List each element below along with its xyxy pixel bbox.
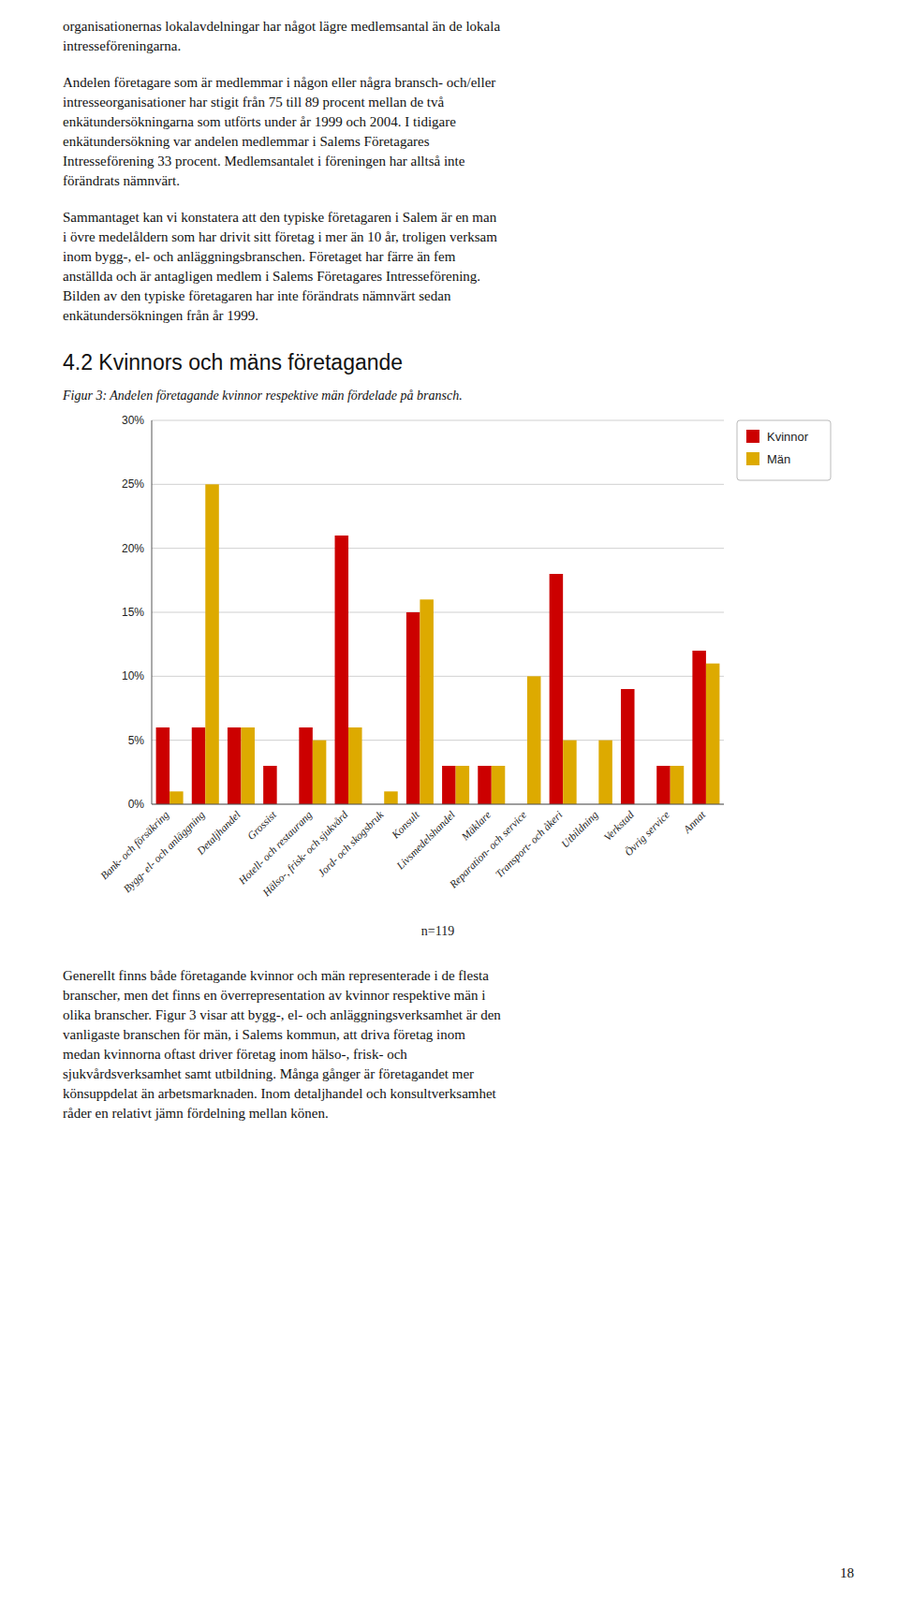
bar xyxy=(406,612,421,805)
paragraph: Sammantaget kan vi konstatera att den ty… xyxy=(62,207,837,326)
legend-frame xyxy=(736,420,831,481)
bar xyxy=(156,727,171,805)
legend-label: Kvinnor xyxy=(766,429,810,444)
paragraph: Generellt finns både företagande kvinnor… xyxy=(62,966,837,1124)
x-tick-label: Livsmedelshandel xyxy=(394,809,457,872)
y-tick-label: 15% xyxy=(121,605,145,619)
bar xyxy=(298,727,313,805)
text-after: Generellt finns både företagande kvinnor… xyxy=(62,966,837,1124)
bar xyxy=(240,727,255,805)
legend-label: Män xyxy=(766,452,791,467)
grid-line xyxy=(151,547,724,549)
bar xyxy=(706,663,721,805)
chart-title: Figur 3: Andelen företagande kvinnor res… xyxy=(62,388,837,404)
y-tick-label: 10% xyxy=(121,669,145,683)
bar xyxy=(491,766,506,805)
bar xyxy=(419,599,434,805)
x-label: n=119 xyxy=(421,924,455,939)
x-tick-label: Bank- och försäkring xyxy=(98,809,172,883)
bar xyxy=(263,766,278,805)
legend: Kvinnor Män xyxy=(736,420,831,481)
bar xyxy=(191,727,207,805)
x-tick-label: Mäklare xyxy=(458,809,493,843)
legend-swatch xyxy=(746,429,760,443)
bar xyxy=(656,766,671,805)
bar xyxy=(598,740,613,805)
bar xyxy=(348,727,363,805)
grid-line xyxy=(151,484,724,486)
bars xyxy=(156,484,721,805)
bar xyxy=(692,650,707,805)
bar xyxy=(442,766,457,805)
x-tick-label: Annat xyxy=(680,808,708,836)
bar xyxy=(335,535,350,805)
x-tick-label: Övrig service xyxy=(620,808,673,860)
x-tick-label: Utbildning xyxy=(559,809,602,852)
y-tick-label: 20% xyxy=(121,542,145,556)
legend-swatch xyxy=(746,452,760,466)
x-axis xyxy=(151,804,724,806)
x-tick-label: Transport- och åkeri xyxy=(493,809,566,882)
bar xyxy=(527,676,542,805)
chart: 0% 5% 10% 15% 20% 25% 30% Bank- och försäkringB… xyxy=(62,411,837,950)
bar xyxy=(562,740,577,805)
y-axis xyxy=(151,420,153,805)
bar xyxy=(227,727,242,805)
grid-line xyxy=(151,420,724,422)
bar xyxy=(456,766,471,805)
x-tick-label: Verkstad xyxy=(601,809,636,844)
bar xyxy=(205,484,220,805)
x-tick-label: Bygg- el- och anläggning xyxy=(120,809,207,896)
x-tick-label: Detaljhandel xyxy=(193,809,243,858)
y-tick-label: 0% xyxy=(128,797,146,811)
x-tick-label: Grossist xyxy=(245,808,280,842)
grid-line xyxy=(151,612,724,614)
paragraph: Andelen företagare som är medlemmar i nå… xyxy=(62,73,837,192)
section-title: 4.2 Kvinnors och mäns företagande xyxy=(62,350,837,376)
x-tick-label: Jord- och skogsbruk xyxy=(315,808,387,880)
y-tick-label: 30% xyxy=(121,413,145,428)
bar xyxy=(477,766,492,805)
bar xyxy=(620,689,635,805)
y-tick-label: 5% xyxy=(128,734,146,748)
page-number: 18 xyxy=(840,1565,855,1582)
bar xyxy=(312,740,327,805)
x-tick-label: Konsult xyxy=(388,808,422,841)
paragraph: organisationernas lokalavdelningar har n… xyxy=(62,16,837,57)
bar xyxy=(670,766,685,805)
page: organisationernas lokalavdelningar har n… xyxy=(62,16,837,1141)
bar xyxy=(383,791,398,805)
bar xyxy=(549,574,564,805)
grid xyxy=(151,420,724,805)
grid-line xyxy=(151,804,724,806)
grid-line xyxy=(151,676,724,678)
y-tick-label: 25% xyxy=(121,477,145,491)
bar xyxy=(169,791,184,805)
